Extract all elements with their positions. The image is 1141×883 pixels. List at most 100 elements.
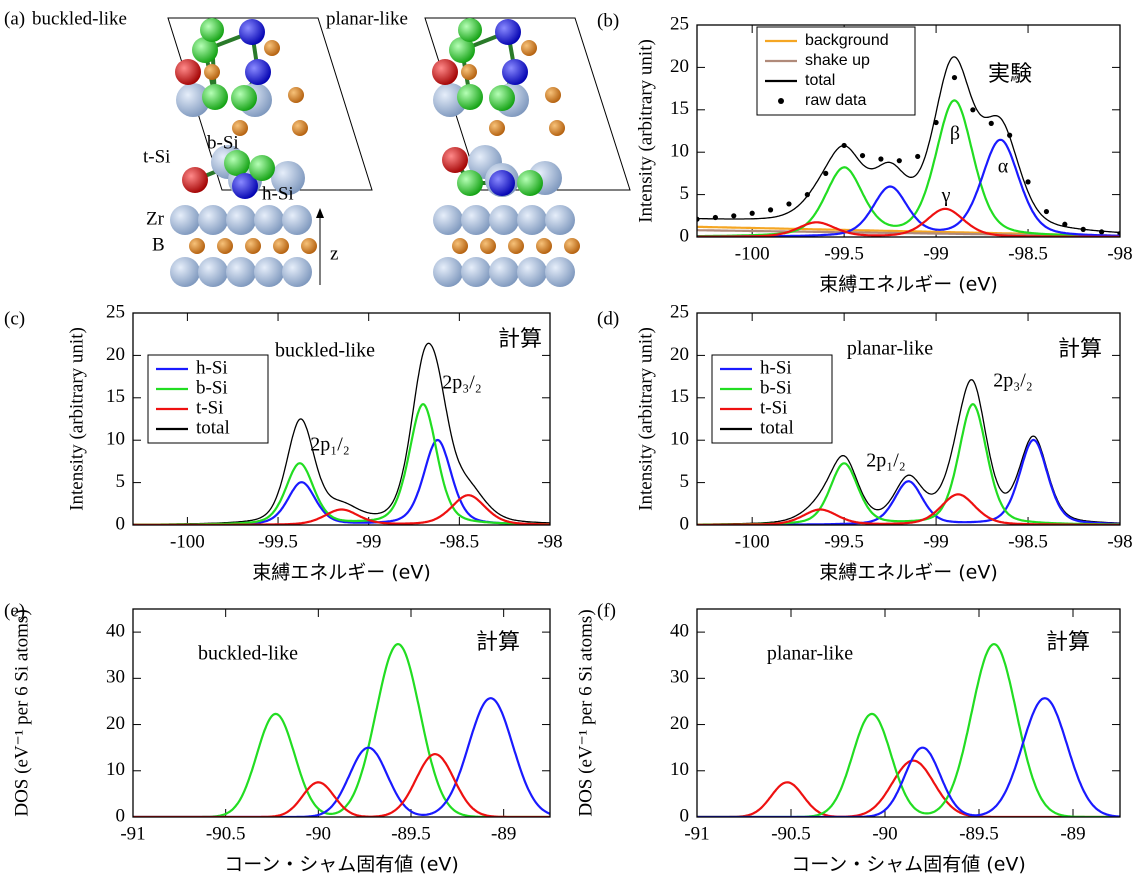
panel-label: (b) [597, 10, 619, 31]
atom-label: t-Si [143, 146, 170, 167]
data-point [915, 154, 920, 159]
data-point [731, 213, 736, 218]
chart-panel: (b)-100-99.5-99-98.5-980510152025束縛エネルギー… [597, 10, 1133, 295]
legend: h-Sib-Sit-Sitotal [712, 355, 832, 443]
atom [226, 205, 256, 235]
x-tick-label: -100 [735, 531, 770, 552]
annotation: buckled-like [275, 340, 375, 362]
y-tick-label: 20 [106, 344, 125, 365]
annotation: 計算 [1058, 337, 1102, 362]
atom [282, 205, 312, 235]
plot-area [697, 644, 1120, 817]
y-tick-label: 30 [670, 667, 689, 688]
chart-panel: (f)-91-90.5-90-89.5-89010203040コーン・シャム固有… [575, 600, 1120, 875]
atom [461, 257, 491, 287]
atom [254, 205, 284, 235]
y-tick-label: 5 [680, 183, 690, 204]
panel-label: (a) [4, 8, 25, 29]
annotation: planar-like [767, 643, 853, 665]
data-point [823, 171, 828, 176]
atom [198, 257, 228, 287]
annotation: 計算 [476, 630, 520, 655]
legend-label: shake up [805, 52, 870, 69]
x-tick-label: -98 [537, 531, 562, 552]
data-point [878, 156, 883, 161]
atom [564, 238, 580, 254]
annotation: β [950, 123, 960, 145]
x-tick-label: -91 [684, 823, 709, 844]
annotation: 実験 [988, 62, 1032, 87]
y-tick-label: 10 [670, 429, 689, 450]
x-tick-label: -91 [120, 823, 145, 844]
data-point [933, 120, 938, 125]
x-axis-label: 束縛エネルギー (eV) [819, 274, 998, 296]
atom-label: b-Si [207, 132, 239, 153]
y-tick-label: 15 [670, 386, 689, 407]
x-tick-label: -100 [170, 531, 205, 552]
y-tick-label: 20 [670, 344, 689, 365]
legend-label: background [805, 32, 889, 49]
atom [226, 257, 256, 287]
legend-label: raw data [805, 92, 866, 109]
annotation: 計算 [498, 327, 542, 352]
y-axis-label: Intensity (arbitrary unit) [635, 39, 656, 223]
y-tick-label: 5 [116, 471, 126, 492]
atom [217, 238, 233, 254]
atom-label: h-Si [262, 183, 294, 204]
y-tick-label: 25 [670, 301, 689, 322]
x-tick-label: -99 [356, 531, 381, 552]
x-tick-label: -99.5 [258, 531, 298, 552]
data-point [1062, 222, 1067, 227]
atom [170, 257, 200, 287]
y-tick-label: 15 [106, 386, 125, 407]
x-tick-label: -90.5 [206, 823, 246, 844]
atom [433, 205, 463, 235]
y-tick-label: 20 [670, 56, 689, 77]
atom [254, 257, 284, 287]
atom [273, 238, 289, 254]
y-tick-label: 0 [680, 225, 690, 246]
page: {"diagram": {"panel": "(a)", "left_title… [0, 0, 1141, 883]
atom [545, 205, 575, 235]
y-tick-label: 0 [680, 513, 690, 534]
y-tick-label: 10 [670, 759, 689, 780]
x-axis-label: 束縛エネルギー (eV) [819, 562, 998, 584]
atom [301, 238, 317, 254]
data-point [952, 75, 957, 80]
x-tick-label: -98.5 [1008, 531, 1048, 552]
y-tick-label: 25 [670, 13, 689, 34]
y-tick-label: 10 [106, 429, 125, 450]
x-tick-label: -98.5 [1008, 243, 1048, 264]
annotation: 2p₁/₂ [866, 450, 906, 472]
legend-label: h-Si [760, 357, 792, 378]
chart-panel: (e)-91-90.5-90-89.5-89010203040コーン・シャム固有… [4, 600, 550, 875]
annotation: α [998, 156, 1009, 178]
annotation: buckled-like [198, 643, 298, 665]
y-axis-label: DOS (eV⁻¹ per 6 Si atoms) [575, 609, 596, 816]
data-point [842, 143, 847, 148]
y-tick-label: 30 [106, 667, 125, 688]
plot-area [133, 644, 550, 817]
x-tick-label: -99 [923, 531, 948, 552]
x-tick-label: -90 [872, 823, 897, 844]
legend-label: b-Si [760, 377, 792, 398]
chart-panel: (c)-100-99.5-99-98.5-980510152025束縛エネルギー… [4, 301, 563, 583]
legend-swatch [778, 98, 784, 104]
data-point [1099, 229, 1104, 234]
atom [517, 205, 547, 235]
annotation: 2p₃/₂ [442, 372, 482, 394]
legend-label: h-Si [196, 357, 228, 378]
x-axis-label: コーン・シャム固有値 (eV) [791, 854, 1026, 876]
y-tick-label: 40 [670, 620, 689, 641]
y-axis-label: DOS (eV⁻¹ per 6 Si atoms) [11, 609, 32, 816]
legend-label: total [196, 417, 230, 438]
series-line [697, 644, 1120, 817]
legend-label: b-Si [196, 377, 228, 398]
series-line [133, 754, 550, 817]
y-tick-label: 20 [106, 713, 125, 734]
legend-label: total [760, 417, 794, 438]
panel-label: (d) [597, 308, 619, 329]
y-axis-label: Intensity (arbitrary unit) [66, 327, 87, 511]
atom [536, 238, 552, 254]
